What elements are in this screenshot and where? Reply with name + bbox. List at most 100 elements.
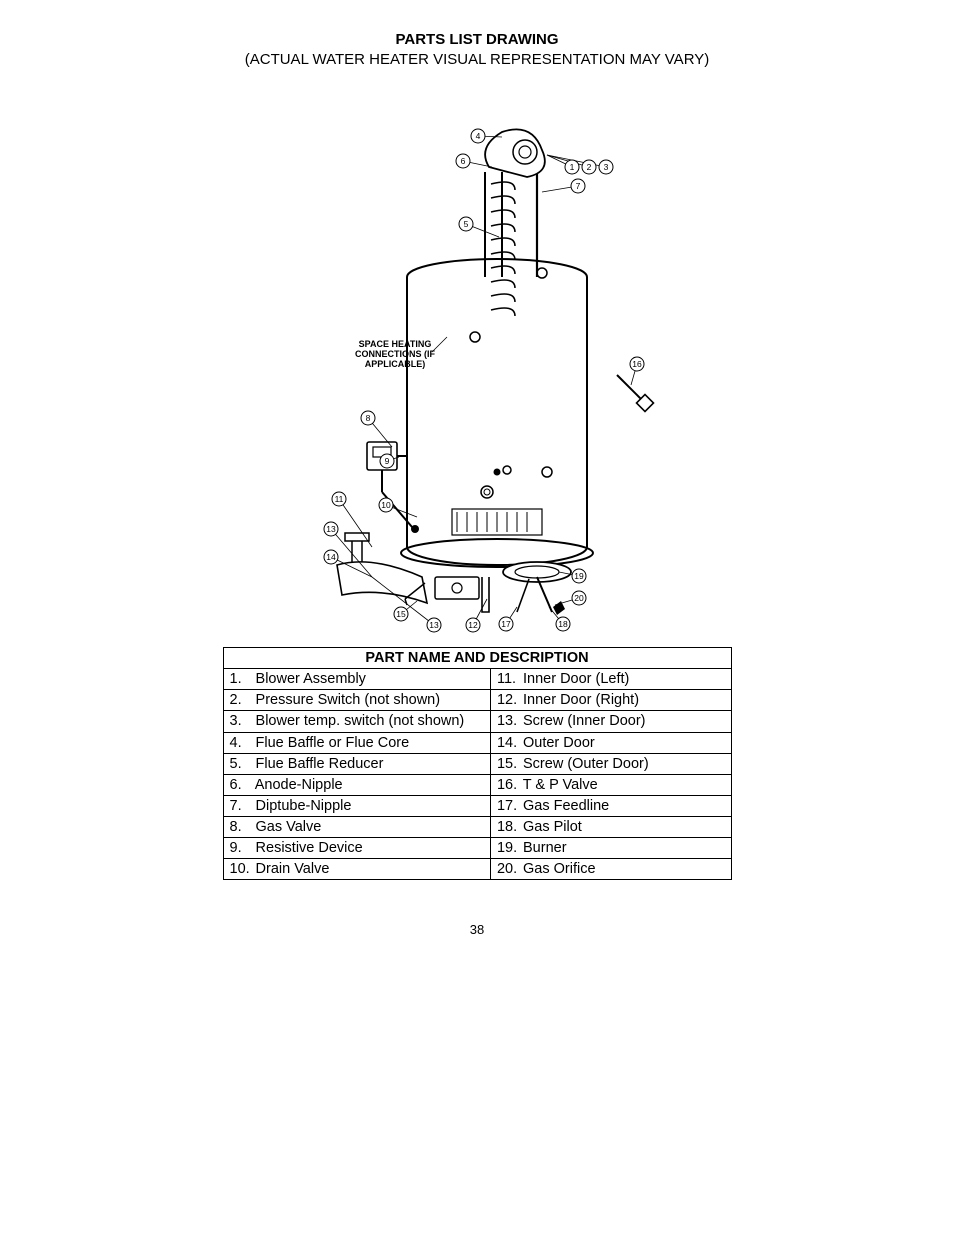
part-number: 16. bbox=[497, 776, 519, 794]
svg-text:18: 18 bbox=[558, 619, 568, 629]
part-number: 15. bbox=[497, 755, 519, 773]
svg-text:2: 2 bbox=[587, 162, 592, 172]
title-line-1: PARTS LIST DRAWING bbox=[0, 30, 954, 50]
part-cell-left: 2. Pressure Switch (not shown) bbox=[223, 690, 490, 711]
svg-text:5: 5 bbox=[464, 219, 469, 229]
part-number: 4. bbox=[230, 734, 252, 752]
svg-text:3: 3 bbox=[604, 162, 609, 172]
part-name: T & P Valve bbox=[523, 777, 598, 793]
part-number: 10. bbox=[230, 860, 252, 878]
title-line-2: (ACTUAL WATER HEATER VISUAL REPRESENTATI… bbox=[0, 50, 954, 70]
part-number: 3. bbox=[230, 712, 252, 730]
part-name: Drain Valve bbox=[256, 861, 330, 877]
part-cell-right: 12. Inner Door (Right) bbox=[490, 690, 731, 711]
svg-text:20: 20 bbox=[574, 593, 584, 603]
svg-text:4: 4 bbox=[476, 131, 481, 141]
part-cell-left: 10. Drain Valve bbox=[223, 859, 490, 880]
table-row: 5. Flue Baffle Reducer15. Screw (Outer D… bbox=[223, 753, 731, 774]
part-cell-right: 11. Inner Door (Left) bbox=[490, 669, 731, 690]
document-page: PARTS LIST DRAWING (ACTUAL WATER HEATER … bbox=[0, 0, 954, 937]
svg-text:9: 9 bbox=[385, 456, 390, 466]
svg-text:11: 11 bbox=[335, 494, 344, 504]
part-name: Diptube-Nipple bbox=[256, 798, 352, 814]
table-row: 1. Blower Assembly11. Inner Door (Left) bbox=[223, 669, 731, 690]
part-cell-left: 8. Gas Valve bbox=[223, 817, 490, 838]
part-cell-left: 4. Flue Baffle or Flue Core bbox=[223, 732, 490, 753]
svg-text:1: 1 bbox=[570, 162, 575, 172]
part-cell-left: 7. Diptube-Nipple bbox=[223, 795, 490, 816]
part-number: 13. bbox=[497, 712, 519, 730]
part-name: Screw (Outer Door) bbox=[523, 756, 649, 772]
part-cell-left: 1. Blower Assembly bbox=[223, 669, 490, 690]
part-cell-right: 19. Burner bbox=[490, 838, 731, 859]
part-name: Gas Feedline bbox=[523, 798, 609, 814]
part-name: Blower temp. switch (not shown) bbox=[256, 713, 465, 729]
svg-text:15: 15 bbox=[396, 609, 406, 619]
part-name: Gas Pilot bbox=[523, 819, 582, 835]
part-number: 7. bbox=[230, 797, 252, 815]
svg-text:6: 6 bbox=[461, 156, 466, 166]
part-cell-right: 13. Screw (Inner Door) bbox=[490, 711, 731, 732]
part-number: 5. bbox=[230, 755, 252, 773]
part-number: 20. bbox=[497, 860, 519, 878]
part-number: 8. bbox=[230, 818, 252, 836]
part-name: Resistive Device bbox=[256, 840, 363, 856]
svg-text:7: 7 bbox=[576, 181, 581, 191]
part-name: Anode-Nipple bbox=[255, 777, 343, 793]
svg-text:SPACE HEATINGCONNECTIONS (IFAP: SPACE HEATINGCONNECTIONS (IFAPPLICABLE) bbox=[355, 339, 436, 369]
table-row: 7. Diptube-Nipple17. Gas Feedline bbox=[223, 795, 731, 816]
part-number: 12. bbox=[497, 691, 519, 709]
part-number: 6. bbox=[230, 776, 252, 794]
svg-text:12: 12 bbox=[468, 620, 478, 630]
part-cell-left: 6. Anode-Nipple bbox=[223, 774, 490, 795]
part-name: Inner Door (Right) bbox=[523, 692, 639, 708]
part-cell-right: 17. Gas Feedline bbox=[490, 795, 731, 816]
part-name: Burner bbox=[523, 840, 567, 856]
part-cell-right: 15. Screw (Outer Door) bbox=[490, 753, 731, 774]
part-number: 17. bbox=[497, 797, 519, 815]
part-name: Blower Assembly bbox=[256, 671, 366, 687]
part-name: Flue Baffle Reducer bbox=[256, 756, 384, 772]
part-cell-left: 3. Blower temp. switch (not shown) bbox=[223, 711, 490, 732]
table-row: 4. Flue Baffle or Flue Core14. Outer Doo… bbox=[223, 732, 731, 753]
part-name: Gas Orifice bbox=[523, 861, 596, 877]
part-number: 11. bbox=[497, 670, 519, 688]
svg-text:17: 17 bbox=[501, 619, 511, 629]
part-number: 9. bbox=[230, 839, 252, 857]
part-name: Gas Valve bbox=[256, 819, 322, 835]
svg-text:10: 10 bbox=[381, 500, 391, 510]
svg-text:13: 13 bbox=[429, 620, 439, 630]
svg-text:8: 8 bbox=[366, 413, 371, 423]
part-cell-right: 20. Gas Orifice bbox=[490, 859, 731, 880]
part-number: 2. bbox=[230, 691, 252, 709]
table-row: 2. Pressure Switch (not shown)12. Inner … bbox=[223, 690, 731, 711]
part-number: 18. bbox=[497, 818, 519, 836]
table-row: 10. Drain Valve20. Gas Orifice bbox=[223, 859, 731, 880]
svg-text:13: 13 bbox=[326, 524, 336, 534]
part-name: Inner Door (Left) bbox=[523, 671, 629, 687]
page-number: 38 bbox=[0, 922, 954, 937]
svg-text:19: 19 bbox=[574, 571, 584, 581]
table-header-row: PART NAME AND DESCRIPTION bbox=[223, 648, 731, 669]
part-cell-left: 5. Flue Baffle Reducer bbox=[223, 753, 490, 774]
part-number: 1. bbox=[230, 670, 252, 688]
part-cell-left: 9. Resistive Device bbox=[223, 838, 490, 859]
title-block: PARTS LIST DRAWING (ACTUAL WATER HEATER … bbox=[0, 30, 954, 69]
part-name: Flue Baffle or Flue Core bbox=[256, 735, 410, 751]
svg-text:16: 16 bbox=[632, 359, 642, 369]
part-name: Screw (Inner Door) bbox=[523, 713, 645, 729]
table-row: 6. Anode-Nipple16. T & P Valve bbox=[223, 774, 731, 795]
svg-text:14: 14 bbox=[326, 552, 336, 562]
part-cell-right: 18. Gas Pilot bbox=[490, 817, 731, 838]
parts-table: PART NAME AND DESCRIPTION 1. Blower Asse… bbox=[223, 647, 732, 880]
part-cell-right: 16. T & P Valve bbox=[490, 774, 731, 795]
table-row: 9. Resistive Device19. Burner bbox=[223, 838, 731, 859]
table-row: 8. Gas Valve18. Gas Pilot bbox=[223, 817, 731, 838]
part-name: Outer Door bbox=[523, 735, 595, 751]
part-number: 19. bbox=[497, 839, 519, 857]
part-number: 14. bbox=[497, 734, 519, 752]
parts-diagram: SPACE HEATINGCONNECTIONS (IFAPPLICABLE) 1… bbox=[277, 77, 677, 637]
part-name: Pressure Switch (not shown) bbox=[256, 692, 441, 708]
table-header: PART NAME AND DESCRIPTION bbox=[223, 648, 731, 669]
part-cell-right: 14. Outer Door bbox=[490, 732, 731, 753]
